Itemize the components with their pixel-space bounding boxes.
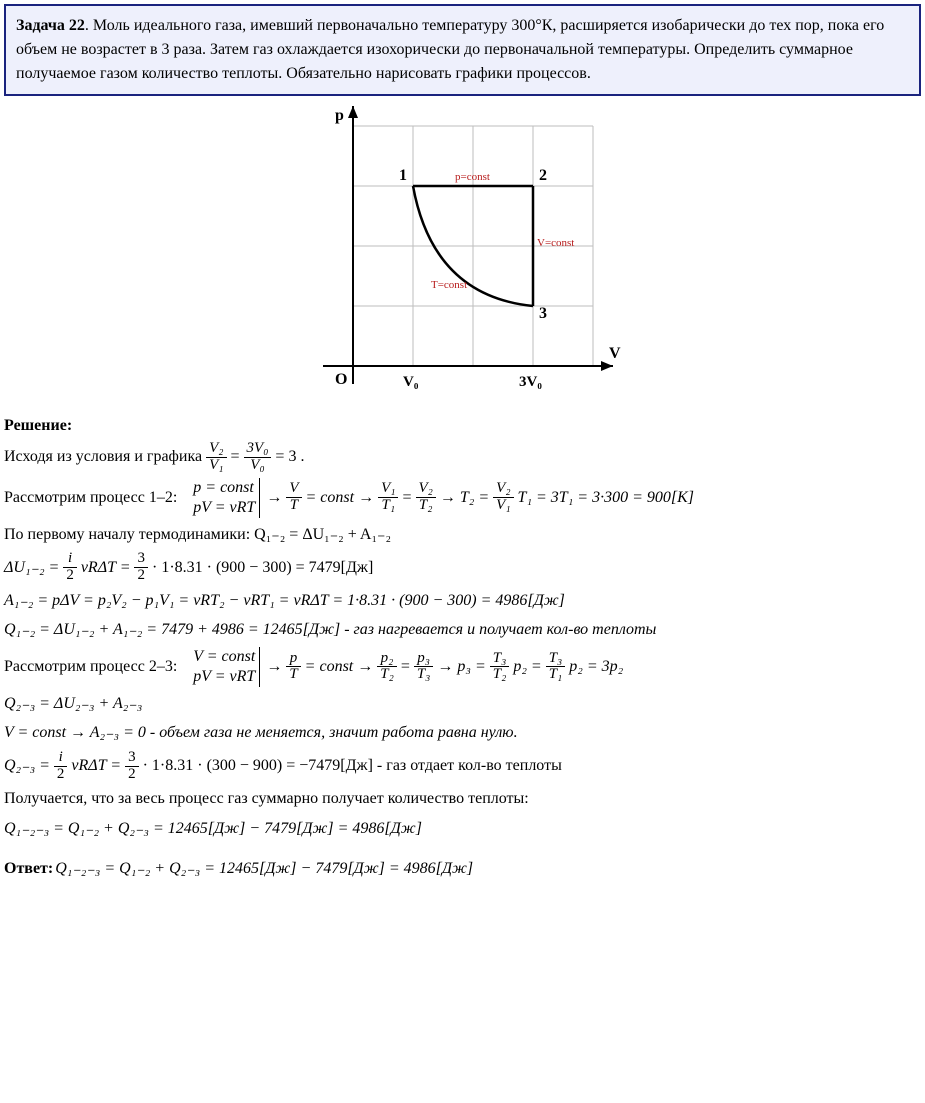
svg-text:2: 2 bbox=[539, 167, 547, 184]
l1-pre: Исходя из условия и графика bbox=[4, 444, 202, 470]
svg-text:3: 3 bbox=[539, 305, 547, 322]
solution-line-7: Рассмотрим процесс 2–3: V = constpV = νR… bbox=[4, 647, 921, 687]
svg-text:V: V bbox=[609, 345, 621, 362]
svg-text:p: p bbox=[335, 107, 344, 124]
svg-text:3V₀: 3V₀ bbox=[519, 374, 542, 390]
svg-text:V₀: V₀ bbox=[403, 374, 419, 390]
solution-line-12: Q₁₋₂₋₃ = Q₁₋₂ + Q₂₋₃ = 12465[Дж] − 7479[… bbox=[4, 816, 921, 842]
problem-statement: Задача 22. Моль идеального газа, имевший… bbox=[4, 4, 921, 96]
solution-line-9: V = const → A₂₋₃ = 0 - объем газа не мен… bbox=[4, 720, 921, 746]
pv-diagram: 1 2 3 p V O V₀ 3V₀ p=const V=const T=const bbox=[4, 106, 921, 411]
solution-line-5: A₁₋₂ = pΔV = p₂V₂ − p₁V₁ = νRT₂ − νRT₁ =… bbox=[4, 588, 921, 614]
svg-text:V=const: V=const bbox=[537, 237, 574, 249]
answer-label: Ответ: bbox=[4, 856, 53, 882]
svg-text:p=const: p=const bbox=[455, 171, 490, 183]
svg-text:1: 1 bbox=[399, 167, 407, 184]
answer-value: Q₁₋₂₋₃ = Q₁₋₂ + Q₂₋₃ = 12465[Дж] − 7479[… bbox=[55, 856, 473, 882]
solution-line-11: Получается, что за весь процесс газ сумм… bbox=[4, 786, 921, 812]
solution-line-6: Q₁₋₂ = ΔU₁₋₂ + A₁₋₂ = 7479 + 4986 = 1246… bbox=[4, 617, 921, 643]
problem-number: Задача 22 bbox=[16, 17, 85, 34]
solution-heading: Решение: bbox=[4, 417, 921, 435]
solution-line-8: Q₂₋₃ = ΔU₂₋₃ + A₂₋₃ bbox=[4, 691, 921, 717]
svg-text:O: O bbox=[335, 371, 347, 388]
answer-line: Ответ: Q₁₋₂₋₃ = Q₁₋₂ + Q₂₋₃ = 12465[Дж] … bbox=[4, 856, 921, 882]
solution-line-1: Исходя из условия и графика V₂V₁ = 3V₀V₀… bbox=[4, 441, 921, 474]
svg-text:T=const: T=const bbox=[431, 279, 467, 291]
solution-line-3: По первому началу термодинамики: Q₁₋₂ = … bbox=[4, 522, 921, 548]
solution-line-4: ΔU₁₋₂ = i2 νRΔT = 32 · 1·8.31 · (900 − 3… bbox=[4, 551, 921, 584]
solution-line-2: Рассмотрим процесс 1–2: p = constpV = νR… bbox=[4, 478, 921, 518]
problem-text: . Моль идеального газа, имевший первонач… bbox=[16, 17, 884, 82]
solution-line-10: Q₂₋₃ = i2 νRΔT = 32 · 1·8.31 · (300 − 90… bbox=[4, 750, 921, 783]
